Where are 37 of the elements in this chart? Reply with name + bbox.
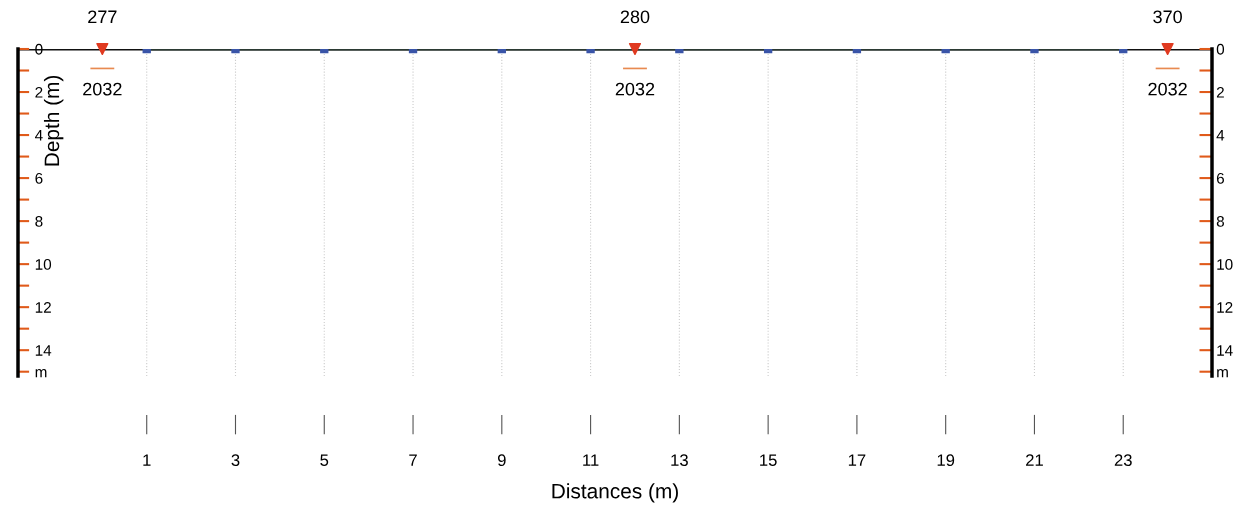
x-tick-label: 1 [143,454,151,466]
y-tick-label: 4 [35,130,43,141]
y2-tick-label: 10 [1217,259,1233,270]
x-axis-title: Distances (m) [552,483,678,503]
y-tick-label: 12 [35,302,51,313]
x-tick-label: 11 [583,454,599,466]
y-tick-label: m [35,369,47,378]
y2-tick-label: 14 [1217,345,1233,356]
y-tick-label: 10 [35,259,52,270]
annotation: 280 [620,10,650,24]
x-tick-label: 17 [848,454,866,466]
y2-tick-label: 8 [1216,215,1224,227]
x-tick-label: 21 [1026,454,1043,466]
x-tick-label: 15 [760,454,777,467]
y-axis-title: Depth (m) [43,75,64,166]
annotation: 2032 [1148,82,1187,96]
x-tick-label: 13 [671,454,688,467]
y-tick-label: 14 [35,345,52,356]
y2-tick-label: 12 [1217,302,1233,313]
y2-tick-label: m [1217,369,1228,378]
annotation: 2032 [83,82,122,96]
x-tick-label: 5 [320,454,329,467]
annotation: 277 [88,10,117,24]
x-tick-label: 19 [937,454,955,467]
x-tick-label: 3 [231,454,240,467]
y2-tick-label: 0 [1216,43,1225,55]
x-tick-label: 7 [409,454,417,466]
annotation: 2032 [615,82,655,96]
y2-tick-label: 4 [1216,130,1225,141]
y-tick-label: 2 [35,86,43,98]
y2-tick-label: 2 [1216,86,1224,98]
y-tick-label: 8 [35,215,43,227]
x-tick-label: 23 [1114,454,1132,467]
y2-tick-label: 6 [1216,172,1224,184]
annotation: 370 [1153,10,1182,24]
x-tick-label: 9 [497,454,506,467]
y-tick-label: 6 [35,172,43,184]
